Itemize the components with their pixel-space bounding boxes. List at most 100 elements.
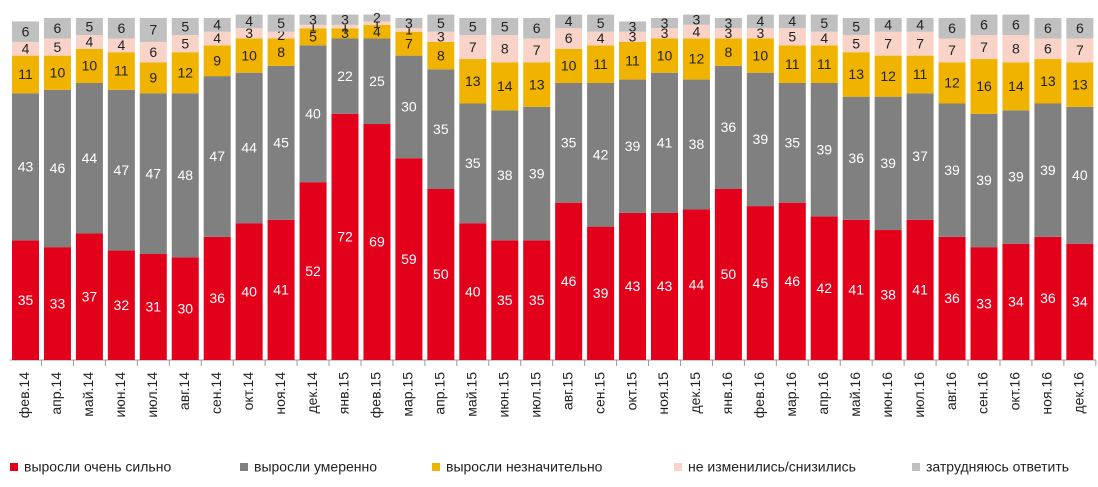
data-label: 4 — [693, 23, 701, 39]
data-label: 5 — [437, 15, 445, 31]
x-tick-label: май.14 — [80, 372, 96, 417]
x-tick-label: май.16 — [847, 372, 863, 417]
data-label: 3 — [725, 25, 733, 41]
bar-segment — [395, 18, 423, 29]
data-label: 7 — [405, 35, 413, 51]
legend-label: затрудняюсь ответить — [926, 459, 1069, 475]
bar-segment — [139, 93, 167, 254]
data-label: 9 — [213, 52, 221, 68]
bar-segment — [810, 14, 838, 32]
bar-segment — [331, 38, 359, 114]
bar-segment — [12, 41, 39, 56]
data-label: 4 — [756, 13, 764, 29]
bar-segment — [235, 28, 263, 39]
bar-segment — [619, 31, 647, 42]
data-label: 2 — [277, 27, 285, 43]
bar-segment — [107, 250, 135, 360]
bar-segment — [107, 52, 135, 90]
bar-segment — [587, 45, 615, 83]
bar-segment — [1066, 106, 1094, 244]
data-label: 16 — [976, 78, 992, 94]
data-label: 30 — [401, 99, 417, 115]
data-label: 5 — [820, 15, 828, 31]
bar-segment — [12, 21, 39, 42]
data-label: 11 — [18, 66, 33, 82]
data-label: 13 — [1040, 73, 1056, 89]
data-label: 72 — [337, 229, 353, 245]
x-tick-label: июл.14 — [144, 372, 160, 418]
data-label: 40 — [241, 283, 257, 299]
data-label: 11 — [625, 52, 640, 68]
data-label: 7 — [884, 35, 892, 51]
data-label: 36 — [209, 290, 225, 306]
bar-segment — [555, 82, 583, 203]
data-label: 7 — [980, 39, 988, 55]
bar-segment — [139, 41, 167, 63]
bar-segment — [1034, 59, 1062, 104]
data-label: 14 — [497, 78, 513, 94]
data-label: 59 — [401, 251, 417, 267]
data-label: 7 — [916, 35, 924, 51]
bar-segment — [363, 14, 391, 22]
bar-segment — [107, 18, 135, 39]
x-tick-label: апр.15 — [432, 372, 448, 415]
bar-segment — [651, 18, 678, 29]
bar-segment — [938, 103, 966, 237]
bar-segment — [874, 96, 902, 231]
data-label: 5 — [181, 18, 189, 34]
data-label: 11 — [785, 56, 800, 72]
bar-segment — [203, 236, 231, 360]
data-label: 14 — [1008, 78, 1024, 94]
bar-segment — [523, 106, 551, 241]
bar-segment — [874, 18, 902, 32]
data-label: 7 — [149, 22, 157, 38]
bar-segment — [714, 189, 742, 360]
bar-segment — [491, 62, 519, 111]
data-label: 48 — [177, 167, 193, 183]
legend-label: выросли очень сильно — [24, 459, 171, 475]
bar-segment — [171, 257, 199, 360]
bar-segment — [746, 28, 774, 39]
bar-segment — [1034, 38, 1062, 60]
data-label: 8 — [501, 40, 509, 56]
bar-segment — [523, 240, 551, 360]
x-tick-label: июл.16 — [911, 372, 927, 418]
bar-segment — [267, 31, 295, 39]
bar-segment — [107, 89, 135, 251]
data-label: 5 — [501, 18, 509, 34]
data-label: 46 — [50, 160, 66, 176]
data-label: 46 — [785, 273, 801, 289]
bar-segment — [235, 72, 263, 224]
x-tick-label: июн.15 — [495, 372, 511, 418]
bar-segment — [363, 24, 391, 39]
data-label: 39 — [1008, 169, 1024, 185]
x-tick-label: июн.14 — [112, 372, 128, 418]
data-label: 3 — [245, 25, 253, 41]
bar-segment — [555, 28, 583, 49]
x-tick-label: апр.16 — [815, 372, 831, 415]
data-label: 41 — [657, 135, 673, 151]
data-label: 37 — [912, 148, 928, 164]
data-label: 3 — [341, 25, 349, 41]
x-tick-label: ноя.16 — [1039, 372, 1055, 415]
data-label: 69 — [369, 234, 385, 250]
data-label: 5 — [852, 35, 860, 51]
bar-segment — [778, 202, 806, 360]
bar-segment — [970, 14, 998, 36]
data-label: 39 — [753, 131, 769, 147]
bar-segment — [171, 52, 199, 94]
data-label: 39 — [816, 141, 832, 157]
data-label: 35 — [497, 292, 513, 308]
bar-segment — [938, 38, 966, 63]
bar-segment — [682, 209, 710, 360]
bar-segment — [299, 45, 327, 183]
data-label: 1 — [309, 18, 317, 34]
data-label: 31 — [146, 299, 162, 315]
data-label: 22 — [337, 68, 353, 84]
data-label: 3 — [661, 15, 669, 31]
data-label: 8 — [277, 44, 285, 60]
bar-segment — [203, 76, 231, 237]
legend-swatch — [240, 463, 248, 471]
data-label: 50 — [433, 266, 449, 282]
data-label: 3 — [629, 29, 637, 45]
